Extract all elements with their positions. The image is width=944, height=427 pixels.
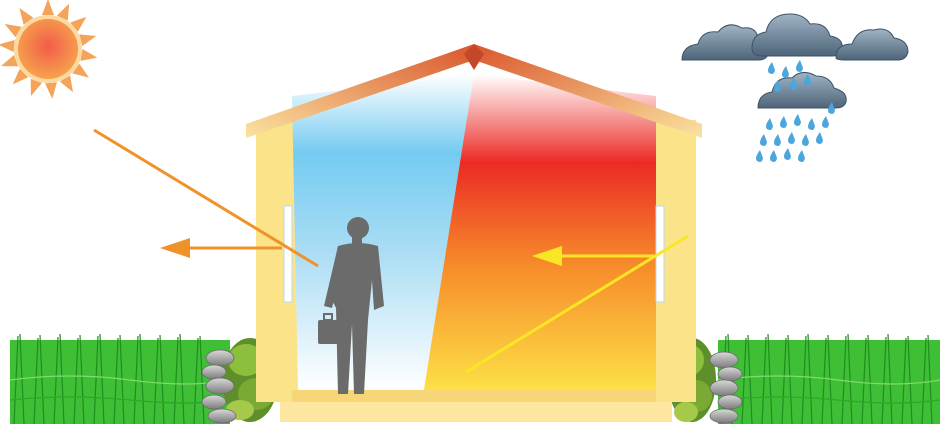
reflected-heat-arrow — [93, 128, 319, 268]
roof — [246, 44, 702, 138]
businessman-with-briefcase-icon — [318, 217, 384, 394]
rain-cloud-icon — [681, 13, 909, 162]
warm-interior — [424, 74, 656, 390]
stones-right — [709, 351, 743, 424]
grass-right — [717, 333, 941, 425]
foundation — [280, 400, 672, 422]
stone-icon — [201, 349, 237, 424]
grass-left — [9, 333, 231, 425]
floor — [292, 390, 656, 402]
window-left — [283, 205, 293, 303]
sun-icon — [0, 0, 98, 99]
trapped-heat-arrow — [465, 234, 689, 374]
house — [256, 74, 696, 422]
